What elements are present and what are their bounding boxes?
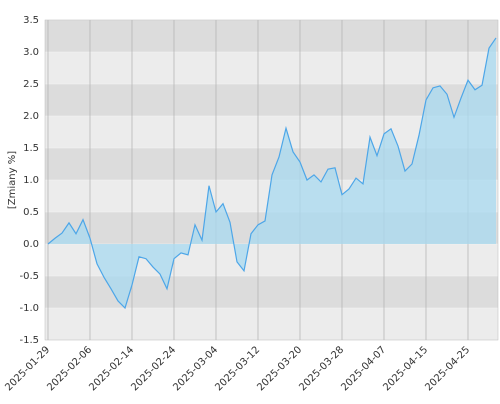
y-tick-label: -0.5 (19, 271, 39, 282)
y-tick-label: 0.0 (23, 239, 39, 250)
y-tick-label: 2.0 (23, 111, 39, 122)
grid-band (45, 308, 498, 340)
y-tick-label: 2.5 (23, 79, 39, 90)
y-tick-label: -1.5 (19, 335, 39, 346)
y-axis-label: [Zmiany %] (7, 151, 18, 209)
y-tick-label: 0.5 (23, 207, 39, 218)
y-tick-label: 1.5 (23, 143, 39, 154)
grid-band (45, 84, 498, 116)
line (47, 37, 497, 310)
grid-band (45, 20, 498, 52)
x-tick-label: 2025-04-25 (423, 344, 472, 393)
y-tick-label: 3.0 (23, 47, 39, 58)
y-tick-label: 3.5 (23, 15, 39, 26)
plot-frame (44, 19, 499, 341)
grid-band (45, 52, 498, 84)
y-tick-label: 1.0 (23, 175, 39, 186)
y-tick-label: -1.0 (19, 303, 39, 314)
area (48, 37, 496, 309)
